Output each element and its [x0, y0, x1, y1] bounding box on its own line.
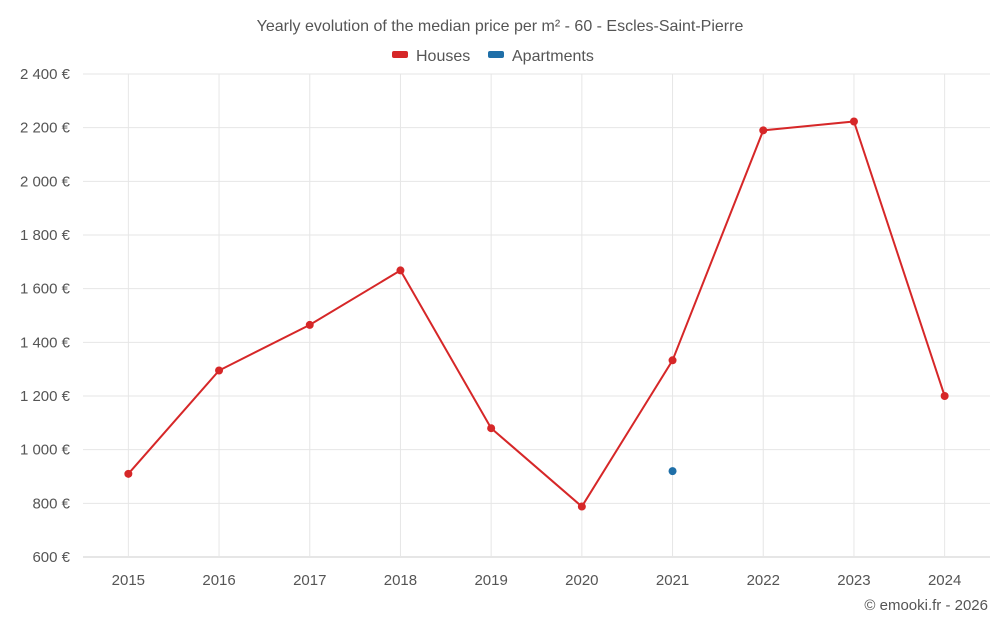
credit-text: © emooki.fr - 2026	[864, 597, 988, 614]
legend-item-apartments[interactable]: Apartments	[488, 48, 594, 65]
legend-swatch	[488, 51, 504, 58]
data-point-houses-2016[interactable]	[215, 366, 224, 375]
legend-label: Apartments	[512, 48, 594, 65]
y-tick-label: 800 €	[32, 495, 70, 512]
y-tick-label: 1 800 €	[20, 227, 71, 244]
x-tick-label: 2017	[293, 572, 326, 589]
y-axis: 600 € 800 € 1 000 € 1 200 € 1 400 € 1 600 € 1 …	[20, 66, 71, 566]
data-point-houses-2015[interactable]	[124, 469, 133, 478]
x-axis: 2015 2016 2017 2018 2019 2020 2021 2022 2023 2024	[112, 572, 962, 589]
data-point-houses-2022[interactable]	[759, 126, 768, 135]
x-tick-label: 2021	[656, 572, 689, 589]
y-tick-label: 1 400 €	[20, 334, 71, 351]
y-tick-label: 1 600 €	[20, 281, 71, 298]
x-tick-label: 2024	[928, 572, 961, 589]
data-point-houses-2023[interactable]	[849, 117, 858, 126]
chart-title: Yearly evolution of the median price per…	[257, 18, 744, 35]
series-houses	[124, 117, 949, 511]
x-tick-label: 2023	[837, 572, 870, 589]
series-apartments	[668, 467, 677, 476]
x-tick-label: 2016	[202, 572, 235, 589]
data-point-houses-2018[interactable]	[396, 266, 405, 275]
data-point-houses-2021[interactable]	[668, 356, 677, 365]
y-tick-label: 600 €	[32, 549, 70, 566]
data-point-houses-2024[interactable]	[940, 392, 949, 400]
x-tick-label: 2015	[112, 572, 145, 589]
grid	[83, 73, 990, 558]
y-tick-label: 2 000 €	[20, 173, 71, 190]
y-tick-label: 2 200 €	[20, 120, 71, 137]
data-point-houses-2019[interactable]	[487, 424, 496, 433]
legend-item-houses[interactable]: Houses	[392, 48, 470, 65]
x-tick-label: 2022	[747, 572, 780, 589]
data-point-apartments-2021[interactable]	[668, 467, 677, 476]
series-layer	[124, 117, 949, 511]
x-tick-label: 2018	[384, 572, 417, 589]
series-line	[127, 120, 946, 509]
data-point-houses-2017[interactable]	[305, 320, 314, 329]
data-point-houses-2020[interactable]	[577, 502, 586, 511]
legend-label: Houses	[416, 48, 470, 65]
y-tick-label: 1 200 €	[20, 388, 71, 405]
x-tick-label: 2019	[474, 572, 507, 589]
y-tick-label: 1 000 €	[20, 442, 71, 459]
legend-swatch	[392, 51, 408, 58]
x-tick-label: 2020	[565, 572, 598, 589]
legend: Houses Apartments	[392, 48, 594, 65]
y-tick-label: 2 400 €	[20, 66, 71, 83]
